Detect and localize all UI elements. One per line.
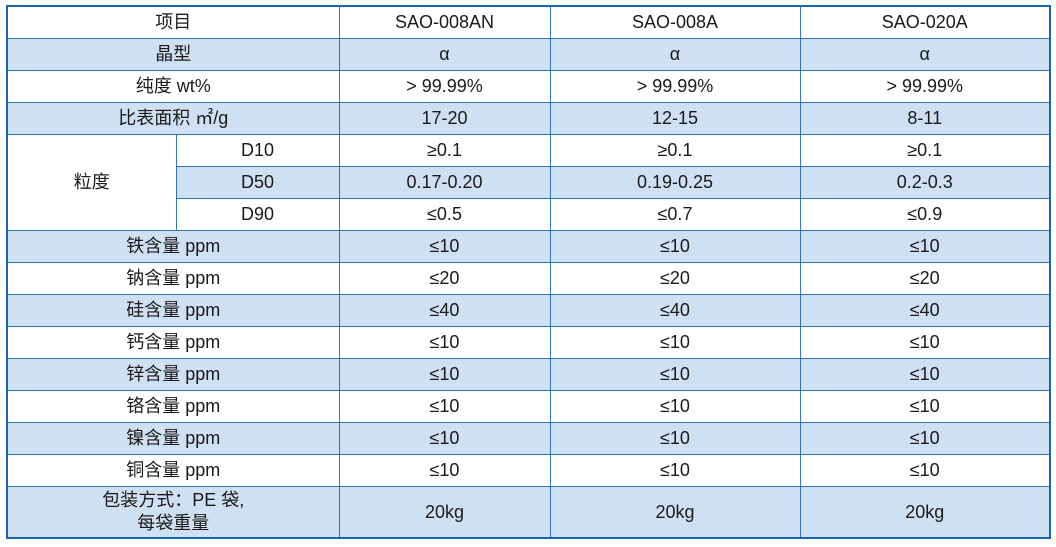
- spec-value: 0.19-0.25: [549, 166, 801, 199]
- spec-value: ≤20: [549, 262, 801, 295]
- spec-value: > 99.99%: [799, 70, 1051, 103]
- spec-value: > 99.99%: [549, 70, 801, 103]
- particle-sublabel-d50: D50: [175, 166, 340, 199]
- spec-value: α: [799, 38, 1051, 71]
- spec-value: ≥0.1: [799, 134, 1051, 167]
- spec-value: > 99.99%: [338, 70, 551, 103]
- spec-value: ≤10: [799, 422, 1051, 455]
- spec-value: ≤40: [799, 294, 1051, 327]
- spec-value: ≥0.1: [549, 134, 801, 167]
- spec-value: ≤0.7: [549, 198, 801, 231]
- nickel-content-row: 镍含量 ppm ≤10 ≤10 ≤10: [6, 422, 1051, 455]
- particle-d50-row: D50 0.17-0.20 0.19-0.25 0.2-0.3: [7, 166, 1051, 199]
- calcium-content-row: 钙含量 ppm ≤10 ≤10 ≤10: [6, 326, 1051, 359]
- spec-value: ≤10: [549, 230, 801, 263]
- row-label: 纯度 wt%: [6, 70, 340, 103]
- particle-sublabel-d90: D90: [175, 198, 340, 231]
- spec-value: 0.2-0.3: [799, 166, 1051, 199]
- packaging-row: 包装方式：PE 袋, 每袋重量 20kg 20kg 20kg: [6, 486, 1051, 539]
- particle-d10-row: 粒度 D10 ≥0.1 ≥0.1 ≥0.1: [6, 134, 1051, 231]
- row-label: 硅含量 ppm: [6, 294, 340, 327]
- spec-value: ≤10: [799, 390, 1051, 423]
- iron-content-row: 铁含量 ppm ≤10 ≤10 ≤10: [6, 230, 1051, 263]
- product-header-sao-020a: SAO-020A: [799, 5, 1051, 39]
- spec-value: ≤20: [799, 262, 1051, 295]
- spec-value: ≤10: [338, 230, 551, 263]
- spec-value: ≤0.5: [338, 198, 551, 231]
- header-row: 项目 SAO-008AN SAO-008A SAO-020A: [6, 5, 1051, 39]
- particle-d90-row: D90 ≤0.5 ≤0.7 ≤0.9: [7, 198, 1051, 231]
- purity-row: 纯度 wt% > 99.99% > 99.99% > 99.99%: [6, 70, 1051, 103]
- spec-value: ≤10: [338, 326, 551, 359]
- product-header-sao-008a: SAO-008A: [549, 5, 801, 39]
- particle-sublabel-d10: D10: [175, 134, 340, 167]
- packaging-label-line2: 每袋重量: [137, 513, 210, 533]
- spec-value: ≤10: [799, 358, 1051, 391]
- row-label: 比表面积 ㎡/g: [6, 102, 340, 135]
- spec-value: ≤10: [549, 390, 801, 423]
- row-label: 晶型: [6, 38, 340, 71]
- spec-value: 0.17-0.20: [338, 166, 551, 199]
- items-header-label: 项目: [6, 5, 340, 39]
- spec-value: 20kg: [549, 486, 801, 539]
- spec-value: ≤0.9: [799, 198, 1051, 231]
- packaging-label: 包装方式：PE 袋, 每袋重量: [6, 486, 340, 539]
- spec-value: 12-15: [549, 102, 801, 135]
- spec-value: 17-20: [338, 102, 551, 135]
- packaging-label-line1: 包装方式：PE 袋,: [102, 489, 245, 510]
- spec-value: ≥0.1: [338, 134, 551, 167]
- spec-value: ≤10: [338, 390, 551, 423]
- spec-value: α: [549, 38, 801, 71]
- surface-area-row: 比表面积 ㎡/g 17-20 12-15 8-11: [6, 102, 1051, 135]
- spec-value: ≤10: [799, 326, 1051, 359]
- product-spec-table: 项目 SAO-008AN SAO-008A SAO-020A 晶型 α α α …: [6, 5, 1051, 539]
- chromium-content-row: 铬含量 ppm ≤10 ≤10 ≤10: [6, 390, 1051, 423]
- row-label: 铜含量 ppm: [6, 454, 340, 487]
- zinc-content-row: 锌含量 ppm ≤10 ≤10 ≤10: [6, 358, 1051, 391]
- spec-value: 20kg: [338, 486, 551, 539]
- spec-value: ≤10: [338, 422, 551, 455]
- row-label: 锌含量 ppm: [6, 358, 340, 391]
- row-label: 钙含量 ppm: [6, 326, 340, 359]
- spec-value: ≤10: [549, 326, 801, 359]
- spec-value: ≤10: [549, 358, 801, 391]
- spec-value: ≤20: [338, 262, 551, 295]
- spec-value: ≤40: [549, 294, 801, 327]
- spec-value: ≤10: [799, 454, 1051, 487]
- copper-content-row: 铜含量 ppm ≤10 ≤10 ≤10: [6, 454, 1051, 487]
- spec-value: ≤10: [799, 230, 1051, 263]
- spec-value: 20kg: [799, 486, 1051, 539]
- row-label: 钠含量 ppm: [6, 262, 340, 295]
- particle-size-group-label: 粒度: [6, 134, 177, 231]
- row-label: 铬含量 ppm: [6, 390, 340, 423]
- product-header-sao-008an: SAO-008AN: [338, 5, 551, 39]
- crystal-form-row: 晶型 α α α: [6, 38, 1051, 71]
- silicon-content-row: 硅含量 ppm ≤40 ≤40 ≤40: [6, 294, 1051, 327]
- spec-value: α: [338, 38, 551, 71]
- row-label: 铁含量 ppm: [6, 230, 340, 263]
- sodium-content-row: 钠含量 ppm ≤20 ≤20 ≤20: [6, 262, 1051, 295]
- spec-value: ≤10: [338, 454, 551, 487]
- row-label: 镍含量 ppm: [6, 422, 340, 455]
- spec-value: 8-11: [799, 102, 1051, 135]
- spec-value: ≤10: [549, 454, 801, 487]
- spec-value: ≤10: [549, 422, 801, 455]
- spec-value: ≤10: [338, 358, 551, 391]
- spec-value: ≤40: [338, 294, 551, 327]
